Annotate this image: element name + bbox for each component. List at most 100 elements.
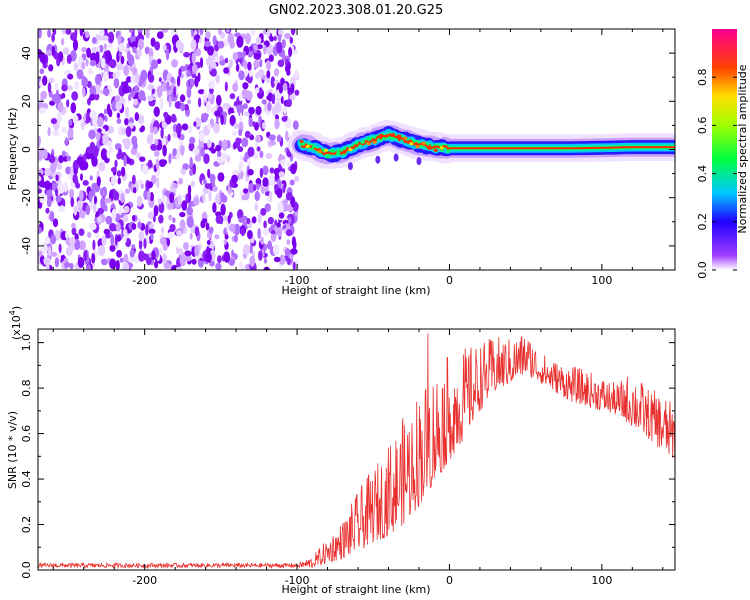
noise-speckle: [256, 146, 261, 152]
y-tick-label: 1.0: [20, 334, 33, 352]
noise-speckle: [218, 29, 222, 35]
noise-speckle: [97, 207, 105, 215]
noise-speckle: [101, 134, 109, 146]
noise-speckle: [266, 60, 271, 70]
noise-speckle: [50, 234, 57, 245]
noise-speckle: [282, 82, 288, 92]
noise-speckle: [46, 197, 52, 208]
noise-speckle: [275, 102, 282, 113]
noise-speckle: [155, 158, 160, 170]
noise-speckle: [224, 234, 229, 240]
noise-speckle: [78, 240, 86, 251]
colorbar-tick-label: 0.2: [696, 213, 709, 231]
noise-speckle: [87, 97, 91, 106]
noise-speckle: [38, 226, 42, 234]
noise-speckle: [267, 240, 272, 250]
noise-speckle: [74, 238, 81, 251]
noise-speckle: [78, 228, 85, 236]
noise-speckle: [104, 197, 112, 204]
noise-speckle: [220, 114, 224, 126]
noise-speckle: [72, 39, 79, 51]
noise-speckle: [116, 62, 124, 71]
noise-speckle: [273, 256, 281, 263]
noise-speckle: [97, 244, 106, 257]
x-tick-label: 100: [591, 274, 612, 287]
noise-speckle: [71, 227, 77, 236]
noise-speckle: [138, 250, 145, 262]
noise-speckle: [86, 112, 90, 124]
y-tick-label: 0.0: [20, 561, 33, 579]
noise-speckle: [290, 83, 295, 94]
noise-speckle: [243, 60, 248, 70]
noise-speckle: [257, 228, 261, 239]
signal-hotspot: [336, 150, 341, 155]
noise-speckle: [46, 188, 53, 198]
noise-speckle: [254, 72, 261, 79]
noise-speckle: [227, 215, 231, 224]
noise-speckle: [249, 134, 255, 141]
noise-speckle: [123, 64, 130, 77]
signal-hotspot: [439, 146, 444, 150]
noise-speckle: [194, 244, 200, 257]
noise-speckle: [248, 182, 256, 194]
signal-hotspot: [445, 149, 450, 153]
noise-speckle: [275, 114, 279, 121]
noise-speckle: [148, 73, 155, 83]
noise-speckle: [144, 46, 150, 55]
noise-speckle: [271, 93, 276, 105]
noise-speckle: [87, 231, 92, 238]
noise-speckle: [134, 84, 139, 94]
noise-speckle: [107, 125, 114, 134]
noise-speckle: [58, 51, 64, 62]
noise-speckle: [52, 130, 60, 137]
noise-speckle: [242, 50, 247, 58]
noise-speckle: [262, 177, 269, 188]
noise-speckle: [190, 180, 195, 188]
noise-speckle: [283, 105, 287, 115]
noise-speckle: [251, 216, 257, 224]
noise-speckle: [119, 257, 124, 263]
noise-speckle: [251, 29, 256, 37]
noise-speckle: [290, 163, 297, 175]
noise-speckle: [232, 52, 239, 61]
noise-speckle: [104, 29, 108, 34]
noise-speckle: [154, 138, 159, 146]
noise-speckle: [217, 150, 222, 159]
noise-speckle: [285, 99, 292, 108]
noise-speckle: [95, 131, 101, 142]
noise-speckle: [245, 90, 253, 101]
noise-speckle: [191, 63, 198, 75]
noise-speckle: [156, 31, 164, 39]
noise-speckle: [194, 34, 201, 40]
noise-speckle: [38, 149, 44, 161]
noise-speckle: [65, 166, 72, 175]
noise-speckle: [147, 159, 153, 168]
noise-speckle: [172, 148, 177, 157]
noise-speckle: [233, 105, 237, 113]
noise-speckle: [58, 243, 62, 254]
noise-speckle: [192, 196, 200, 206]
noise-speckle: [237, 209, 244, 220]
noise-speckle: [285, 229, 293, 237]
noise-speckle: [188, 125, 193, 134]
noise-speckle: [180, 144, 185, 157]
noise-speckle: [259, 87, 263, 95]
noise-speckle: [179, 211, 186, 218]
noise-speckle: [207, 168, 211, 179]
noise-speckle: [106, 149, 111, 159]
noise-speckle: [48, 245, 52, 257]
noise-speckle: [147, 181, 153, 189]
noise-speckle: [203, 89, 207, 102]
noise-speckle: [227, 33, 234, 44]
noise-speckle: [232, 130, 237, 137]
noise-speckle: [132, 142, 138, 150]
noise-speckle: [249, 244, 253, 254]
noise-speckle: [141, 164, 149, 174]
noise-speckle: [157, 198, 162, 205]
noise-speckle: [171, 59, 179, 68]
noise-speckle: [42, 75, 48, 86]
noise-speckle: [161, 253, 167, 265]
colorbar-tick-label: 0.4: [696, 165, 709, 183]
noise-speckle: [212, 202, 217, 214]
noise-speckle: [261, 74, 267, 80]
